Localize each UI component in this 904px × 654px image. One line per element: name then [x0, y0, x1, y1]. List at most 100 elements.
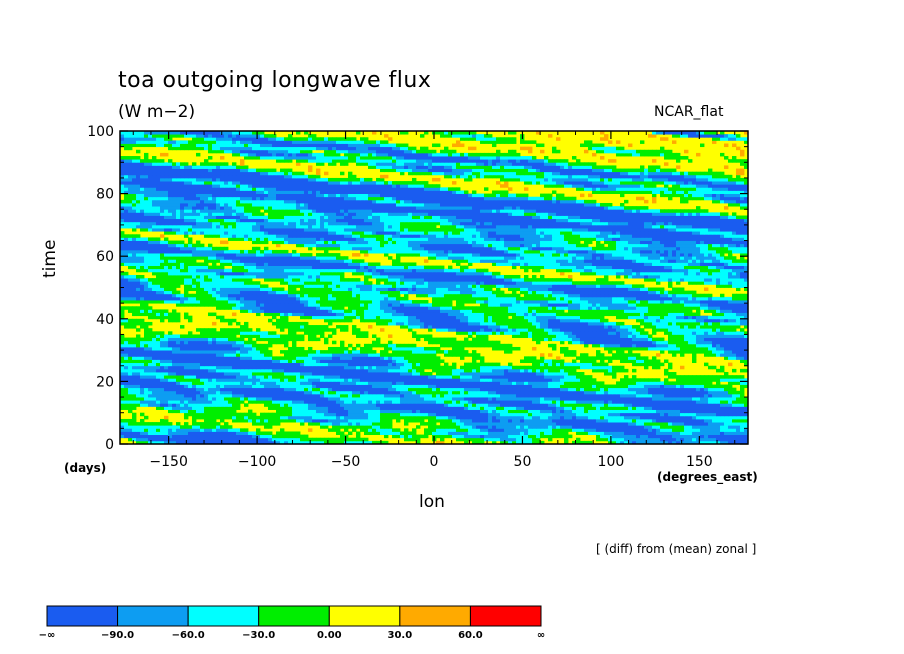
field-cell [628, 440, 633, 444]
field-cell [692, 406, 697, 410]
field-cell [468, 415, 473, 420]
field-cell [536, 384, 541, 389]
field-cell [660, 343, 665, 348]
field-cell [692, 403, 697, 407]
field-cell [172, 431, 177, 436]
field-cell [548, 418, 553, 423]
field-cell [304, 434, 309, 439]
field-cell [540, 365, 545, 370]
field-cell [196, 415, 201, 420]
field-cell [412, 362, 417, 367]
field-cell [452, 406, 457, 410]
field-cell [608, 372, 613, 376]
field-cell [728, 397, 733, 401]
field-cell [588, 400, 593, 404]
field-cell [464, 440, 469, 444]
field-cell [400, 412, 405, 417]
field-cell [200, 375, 205, 379]
field-cell [232, 415, 237, 420]
field-cell [604, 431, 609, 436]
field-cell [164, 340, 169, 345]
field-cell [616, 434, 621, 439]
field-cell [160, 337, 165, 342]
field-cell [168, 434, 173, 439]
field-cell [708, 434, 713, 439]
field-cell [236, 372, 241, 376]
field-cell [576, 412, 581, 417]
field-cell [720, 350, 725, 354]
field-cell [716, 340, 721, 345]
field-cell [660, 406, 665, 410]
field-cell [240, 378, 245, 382]
field-cell [636, 362, 641, 367]
field-cell [428, 387, 433, 392]
field-cell [460, 350, 465, 354]
field-cell [172, 375, 177, 379]
field-cell [240, 384, 245, 389]
field-cell [168, 334, 173, 338]
field-cell [652, 359, 657, 364]
field-cell [540, 381, 545, 385]
field-cell [336, 378, 341, 382]
field-cell [684, 393, 689, 398]
field-cell [412, 356, 417, 360]
field-cell [436, 403, 441, 407]
field-cell [236, 384, 241, 389]
field-cell [540, 356, 545, 360]
field-cell [224, 422, 229, 426]
field-cell [240, 350, 245, 354]
field-cell [320, 412, 325, 417]
field-cell [296, 334, 301, 338]
field-cell [516, 440, 521, 444]
field-cell [356, 403, 361, 407]
field-cell [584, 418, 589, 423]
field-cell [328, 437, 333, 442]
field-cell [364, 400, 369, 404]
field-cell [624, 440, 629, 444]
field-cell [684, 425, 689, 429]
field-cell [484, 381, 489, 385]
field-cell [400, 378, 405, 382]
field-cell [632, 362, 637, 367]
field-cell [572, 378, 577, 382]
field-cell [620, 384, 625, 389]
field-cell [468, 365, 473, 370]
field-cell [740, 343, 745, 348]
field-cell [704, 387, 709, 392]
field-cell [476, 387, 481, 392]
field-cell [732, 406, 737, 410]
field-cell [404, 434, 409, 439]
field-cell [740, 437, 745, 442]
field-cell [136, 437, 141, 442]
field-cell [384, 346, 389, 351]
field-cell [420, 422, 425, 426]
field-cell [680, 381, 685, 385]
field-cell [192, 390, 197, 395]
field-cell [204, 334, 209, 338]
field-cell [556, 337, 561, 342]
field-cell [624, 434, 629, 439]
field-cell [716, 415, 721, 420]
field-cell [740, 368, 745, 373]
field-cell [528, 422, 533, 426]
field-cell [648, 334, 653, 338]
field-cell [132, 325, 137, 329]
field-cell [328, 440, 333, 444]
field-cell [732, 400, 737, 404]
field-cell [228, 368, 233, 373]
field-cell [704, 434, 709, 439]
field-cell [560, 359, 565, 364]
field-cell [360, 378, 365, 382]
field-cell [336, 409, 341, 414]
field-cell [440, 425, 445, 429]
field-cell [492, 403, 497, 407]
field-cell [580, 412, 585, 417]
field-cell [248, 359, 253, 364]
field-cell [576, 365, 581, 370]
field-cell [152, 384, 157, 389]
field-cell [708, 331, 713, 335]
field-cell [516, 431, 521, 436]
field-cell [184, 409, 189, 414]
field-cell [484, 340, 489, 345]
field-cell [708, 397, 713, 401]
